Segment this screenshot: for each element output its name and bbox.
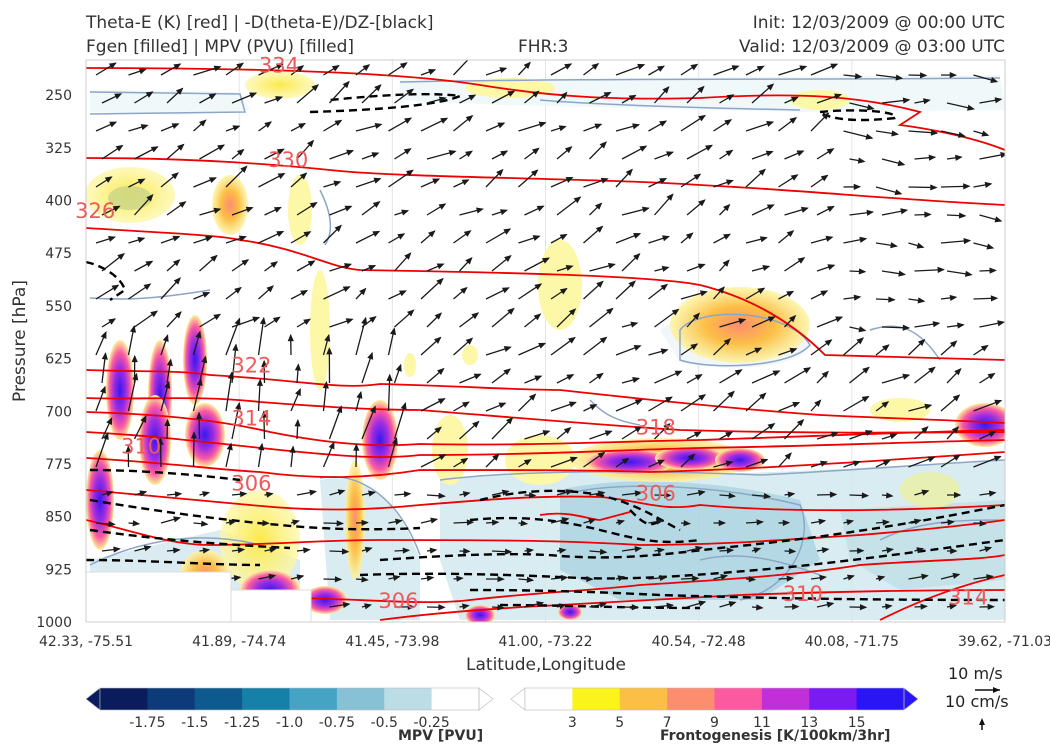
colorbar-swatch: [242, 688, 290, 710]
colorbar-tick-label: -0.5: [371, 715, 398, 731]
theta-e-label: 326: [75, 199, 115, 223]
y-tick-label: 1000: [36, 615, 72, 631]
theta-e-label: 306: [231, 472, 271, 496]
colorbar-swatch: [384, 688, 433, 710]
mpv-contour-lines: [89, 77, 1005, 601]
theta-e-label: 306: [378, 589, 418, 613]
theta-e-label: 310: [121, 434, 161, 458]
theta-e-label: 310: [783, 582, 823, 606]
x-tick-label: 41.45, -73.98: [345, 634, 439, 650]
theta-e-contours: [86, 67, 1005, 621]
colorbar-tick-label: 15: [848, 715, 866, 731]
y-tick-label: 400: [45, 194, 72, 210]
valid-time: Valid: 12/03/2009 @ 03:00 UTC: [739, 37, 1005, 57]
colorbar-extend-left: [510, 687, 526, 711]
colorbar-tick-label: -1.75: [129, 715, 165, 731]
colorbar-extend-right: [903, 687, 919, 711]
colorbar-tick-label: 9: [710, 715, 719, 731]
colorbar-swatch: [100, 688, 148, 710]
dthetae-dz-contours: [86, 92, 1005, 610]
mpv-colorbar-label: MPV [PVU]: [398, 728, 484, 744]
x-tick-label: 41.00, -73.22: [498, 634, 592, 650]
colorbar-swatch: [572, 688, 621, 710]
x-tick-label: 39.62, -71.03: [958, 634, 1050, 650]
wind-reference-vertical-label: 10 cm/s: [945, 692, 1009, 711]
colorbar-tick-label: 3: [568, 715, 577, 731]
theta-e-label: 318: [636, 415, 676, 439]
mpv-colorbar: -1.75 -1.5 -1.25 -1.0 -0.75 -0.5 -0.25: [85, 687, 494, 731]
colorbar-tick-label: 11: [753, 715, 771, 731]
colorbar-tick-label: -1.25: [224, 715, 260, 731]
frontogenesis-filled-contours: [86, 71, 1005, 622]
colorbar-swatch: [289, 688, 338, 710]
x-tick-label: 42.33, -75.51: [39, 634, 133, 650]
colorbar-tick-label: -1.5: [181, 715, 208, 731]
y-tick-label: 850: [45, 510, 72, 526]
y-axis-label: Pressure [hPa]: [10, 280, 30, 402]
title-line-2: Fgen [filled] | MPV (PVU) [filled]: [86, 37, 355, 57]
y-tick-label: 550: [45, 299, 72, 315]
y-axis: 250 325 400 475 550 625 700 775 850 925 1000: [36, 88, 72, 631]
y-tick-label: 250: [45, 88, 72, 104]
colorbar-tick-label: 13: [800, 715, 818, 731]
colorbar-swatch: [667, 688, 715, 710]
forecast-hour: FHR:3: [518, 37, 569, 57]
reference-vector-vertical: [979, 718, 985, 730]
frontogenesis-colorbar-label: Frontogenesis [K/100km/3hr]: [660, 728, 891, 744]
theta-e-label: 330: [268, 148, 308, 172]
colorbar-swatch: [147, 688, 196, 710]
y-tick-label: 925: [45, 562, 72, 578]
colorbar-tick-label: -1.0: [276, 715, 303, 731]
colorbar-swatch: [856, 688, 905, 710]
colorbar-swatch: [761, 688, 810, 710]
terrain-mask: [86, 571, 312, 622]
frontogenesis-colorbar: 3 5 7 9 11 13 15: [510, 687, 919, 731]
x-axis-label: Latitude,Longitude: [466, 655, 626, 675]
colorbar-tick-label: -0.25: [414, 715, 450, 731]
theta-e-label: 314: [948, 585, 988, 609]
colorbar-swatch: [431, 688, 480, 710]
y-tick-label: 625: [45, 352, 72, 368]
x-tick-label: 41.89, -74.74: [192, 634, 286, 650]
colorbar-tick-label: 5: [615, 715, 624, 731]
colorbar-swatch: [714, 688, 763, 710]
y-tick-label: 700: [45, 404, 72, 420]
theta-e-labels: 334 330 326 322 314 310 306 318 306 306 310 314: [75, 54, 988, 613]
plot-frame: [85, 59, 1006, 623]
theta-e-label: 334: [259, 54, 299, 78]
init-time: Init: 12/03/2009 @ 00:00 UTC: [752, 13, 1005, 33]
theta-e-label: 314: [231, 406, 271, 430]
theta-e-label: 306: [636, 481, 676, 505]
colorbar-swatch: [619, 688, 668, 710]
colorbar-tick-label: 7: [663, 715, 672, 731]
y-tick-label: 775: [45, 457, 72, 473]
theta-e-label: 322: [231, 354, 271, 378]
colorbar-tick-label: -0.75: [319, 715, 355, 731]
x-tick-label: 40.54, -72.48: [652, 634, 746, 650]
colorbar-swatch: [525, 688, 573, 710]
colorbar-swatch: [809, 688, 858, 710]
wind-reference-horizontal-label: 10 m/s: [948, 664, 1003, 683]
y-tick-label: 325: [45, 141, 72, 157]
y-tick-label: 475: [45, 246, 72, 262]
colorbar-swatch: [336, 688, 385, 710]
colorbar-swatch: [194, 688, 243, 710]
title-line-1: Theta-E (K) [red] | -D(theta-E)/DZ-[blac…: [86, 13, 434, 33]
colorbar-extend-left: [85, 687, 101, 711]
colorbar-extend-right: [478, 687, 494, 711]
x-tick-label: 40.08, -71.75: [805, 634, 899, 650]
reference-vector-horizontal: [975, 687, 1000, 693]
x-axis: 42.33, -75.51 41.89, -74.74 41.45, -73.98 4…: [39, 634, 1050, 650]
